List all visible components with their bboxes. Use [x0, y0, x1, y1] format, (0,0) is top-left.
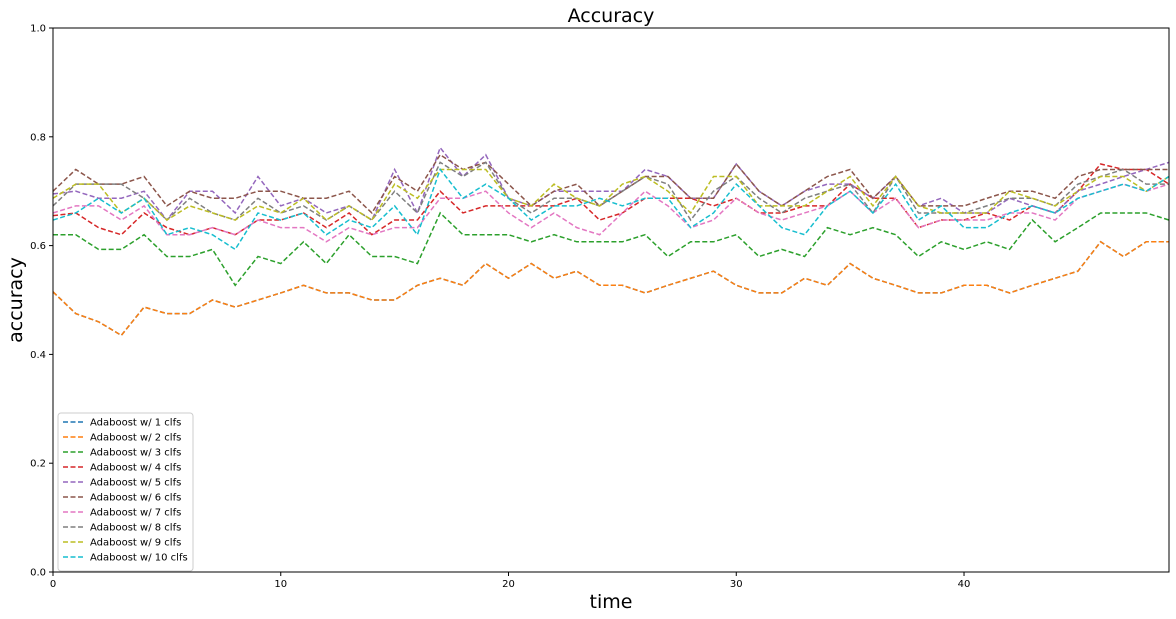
legend: Adaboost w/ 1 clfs Adaboost w/ 2 clfs Adab… [57, 412, 194, 572]
legend-label-10: Adaboost w/ 10 clfs [90, 553, 188, 564]
legend-label-8: Adaboost w/ 8 clfs [90, 523, 181, 534]
x-tick-label-40: 40 [958, 579, 971, 590]
series-line-4 [52, 163, 1170, 236]
x-axis-label: time [590, 591, 633, 613]
legend-label-7: Adaboost w/ 7 clfs [90, 508, 181, 519]
x-axis-ticks: 0 10 20 30 40 [50, 572, 971, 590]
plot-frame [52, 27, 1170, 573]
series-line-8 [52, 161, 1169, 222]
y-tick-label-5: 1.0 [30, 24, 46, 35]
y-tick-label-4: 0.8 [30, 132, 46, 143]
series-line-1 [52, 240, 1169, 337]
legend-box [57, 412, 194, 572]
legend-label-3: Adaboost w/ 3 clfs [90, 448, 181, 459]
legend-label-2: Adaboost w/ 2 clfs [90, 433, 181, 444]
y-tick-label-3: 0.6 [30, 241, 46, 252]
series-line-5 [52, 146, 1170, 222]
series-line-6 [52, 153, 1169, 215]
legend-label-4: Adaboost w/ 4 clfs [90, 463, 181, 474]
chart-title: Accuracy [568, 5, 655, 27]
series-line-10 [52, 167, 1170, 251]
x-tick-label-30: 30 [730, 579, 743, 590]
legend-label-6: Adaboost w/ 6 clfs [90, 493, 181, 504]
series-line-2 [52, 240, 1169, 337]
y-tick-label-0: 0.0 [30, 568, 46, 579]
legend-label-5: Adaboost w/ 5 clfs [90, 478, 181, 489]
x-tick-label-20: 20 [502, 579, 515, 590]
y-axis-ticks: 0.0 0.2 0.4 0.6 0.8 1.0 [30, 24, 53, 579]
x-tick-label-10: 10 [274, 579, 287, 590]
series-line-7 [52, 183, 1170, 243]
series-lines [52, 146, 1170, 337]
series-line-9 [52, 168, 1170, 222]
series-line-3 [53, 211, 1170, 287]
y-tick-label-1: 0.2 [30, 459, 46, 470]
y-tick-label-2: 0.4 [30, 350, 46, 361]
legend-label-9: Adaboost w/ 9 clfs [90, 538, 181, 549]
legend-label-1: Adaboost w/ 1 clfs [90, 418, 181, 429]
y-axis-label: accuracy [5, 257, 27, 343]
x-tick-label-0: 0 [50, 579, 56, 590]
